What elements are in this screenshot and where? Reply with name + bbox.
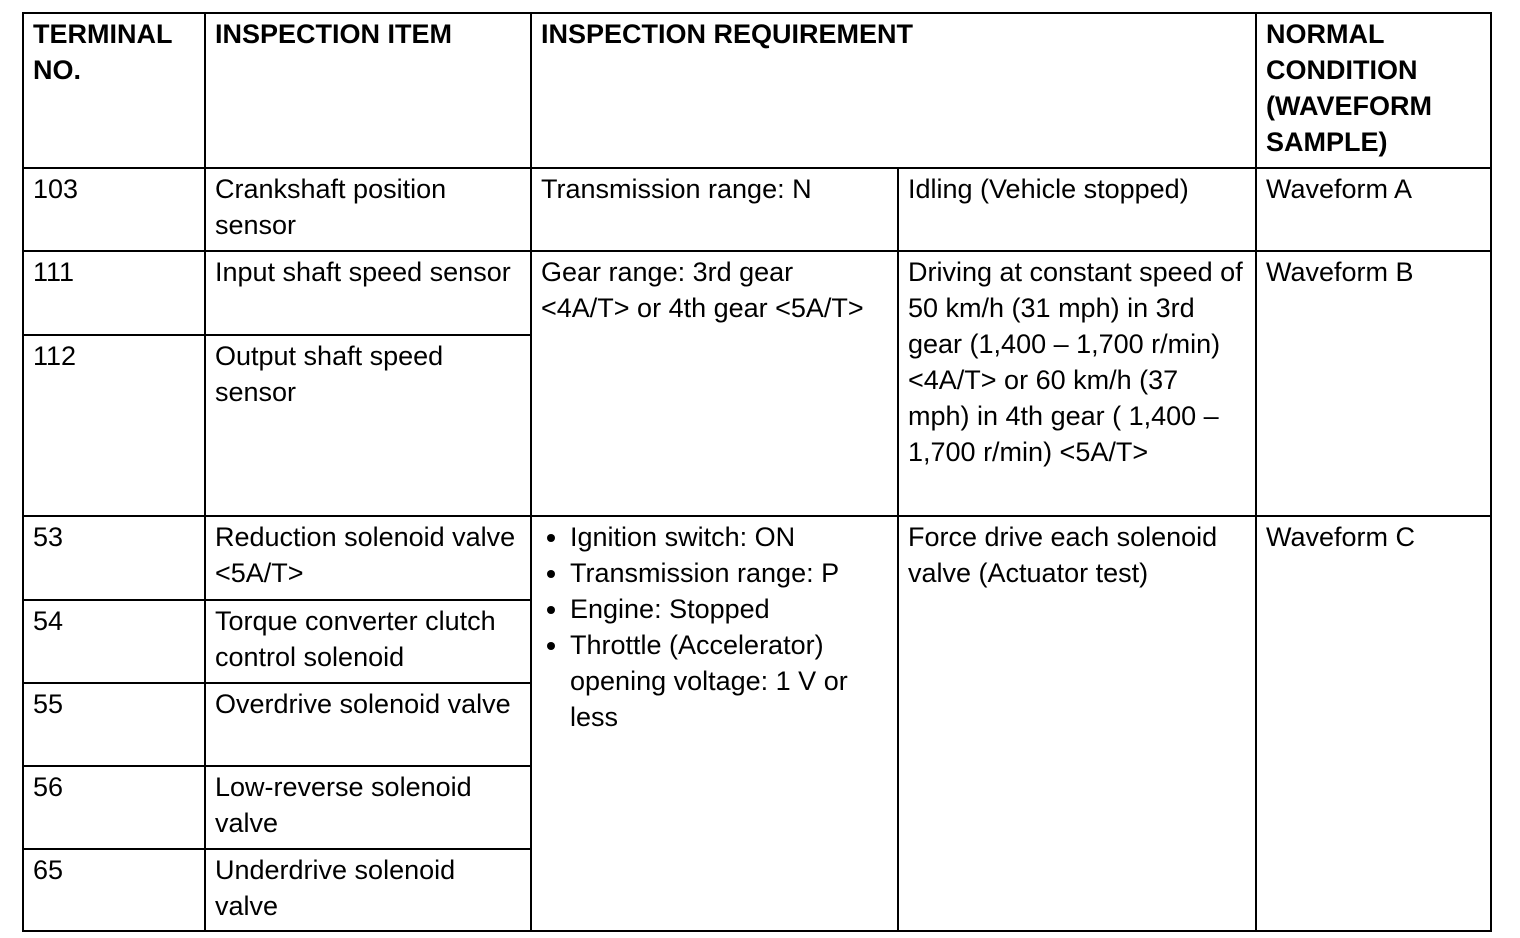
header-row: TERMINAL NO. INSPECTION ITEM INSPECTION … xyxy=(22,12,1492,169)
requirement-cell: Ignition switch: ON Transmission range: … xyxy=(530,515,899,932)
item-cell: Low-reverse solenoid valve xyxy=(204,765,532,850)
requirement-condition-cell: Idling (Vehicle stopped) xyxy=(897,167,1257,252)
table-row: 56 Low-reverse solenoid valve xyxy=(22,765,1491,850)
requirement-cell: Transmission range: N xyxy=(530,167,899,252)
inspection-table: TERMINAL NO. INSPECTION ITEM INSPECTION … xyxy=(22,12,1492,932)
requirement-condition-cell: Force drive each solenoid valve (Actuato… xyxy=(897,515,1257,932)
item-cell: Reduction solenoid valve <5A/T> xyxy=(204,515,532,601)
requirement-condition-cell: Driving at constant speed of 50 km/h (31… xyxy=(897,250,1257,517)
table-row: 65 Underdrive solenoid valve xyxy=(22,848,1491,932)
item-cell: Overdrive solenoid valve xyxy=(204,682,532,767)
terminal-cell: 111 xyxy=(22,250,206,336)
list-item: Transmission range: P xyxy=(570,555,889,591)
item-cell: Torque converter clutch control solenoid xyxy=(204,599,532,684)
terminal-cell: 56 xyxy=(22,765,206,850)
item-cell: Input shaft speed sensor xyxy=(204,250,532,336)
terminal-cell: 103 xyxy=(22,167,206,252)
item-cell: Crankshaft position sensor xyxy=(204,167,532,252)
table-row: 54 Torque converter clutch control solen… xyxy=(22,599,1491,684)
header-requirement: INSPECTION REQUIREMENT xyxy=(530,12,1257,169)
normal-cell: Waveform B xyxy=(1255,250,1492,517)
terminal-cell: 54 xyxy=(22,599,206,684)
list-item: Throttle (Accelerator) opening voltage: … xyxy=(570,627,889,735)
table-row: 112 Output shaft speed sensor xyxy=(22,334,1491,517)
list-item: Ignition switch: ON xyxy=(570,519,889,555)
requirement-list: Ignition switch: ON Transmission range: … xyxy=(533,519,889,735)
terminal-cell: 53 xyxy=(22,515,206,601)
requirement-cell: Gear range: 3rd gear <4A/T> or 4th gear … xyxy=(530,250,899,517)
table-row: 53 Reduction solenoid valve <5A/T> Ignit… xyxy=(22,515,1492,932)
header-terminal: TERMINAL NO. xyxy=(22,12,206,169)
table-row: 103 Crankshaft position sensor Transmiss… xyxy=(22,167,1492,252)
list-item: Engine: Stopped xyxy=(570,591,889,627)
normal-cell: Waveform C xyxy=(1255,515,1492,932)
table-row: 55 Overdrive solenoid valve xyxy=(22,682,1491,767)
item-cell: Underdrive solenoid valve xyxy=(204,848,532,932)
terminal-cell: 65 xyxy=(22,848,206,932)
table-row: 111 Input shaft speed sensor Gear range:… xyxy=(22,250,1492,517)
header-normal: NORMAL CONDITION (WAVEFORM SAMPLE) xyxy=(1255,12,1492,169)
header-item: INSPECTION ITEM xyxy=(204,12,532,169)
terminal-cell: 55 xyxy=(22,682,206,767)
terminal-cell: 112 xyxy=(22,334,206,517)
item-cell: Output shaft speed sensor xyxy=(204,334,532,517)
normal-cell: Waveform A xyxy=(1255,167,1492,252)
